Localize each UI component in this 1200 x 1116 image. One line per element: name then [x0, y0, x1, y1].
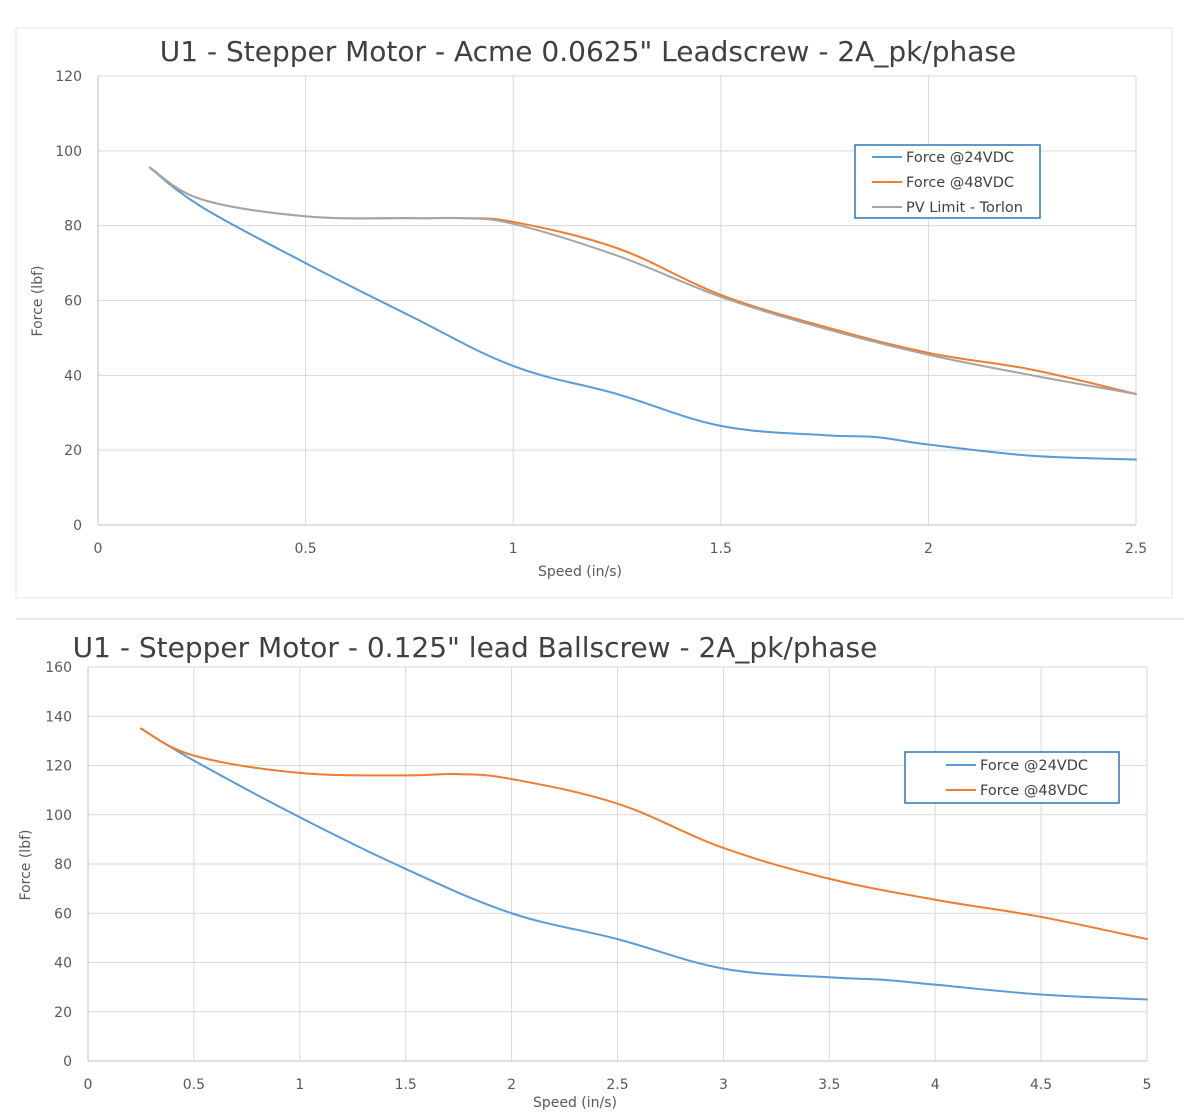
x-tick-label: 4	[931, 1077, 940, 1093]
y-axis-title: Force (lbf)	[30, 266, 46, 337]
x-tick-label: 4.5	[1030, 1077, 1052, 1093]
chart-ballscrew: U1 - Stepper Motor - 0.125" lead Ballscr…	[18, 631, 1151, 1111]
x-tick-label: 2	[507, 1077, 516, 1093]
x-tick-label: 0.5	[183, 1077, 205, 1093]
x-tick-label: 1	[509, 541, 518, 557]
y-tick-label: 80	[54, 857, 72, 873]
series-lines	[148, 166, 1137, 461]
series-line-1	[139, 727, 1148, 1001]
y-tick-label: 0	[63, 1054, 72, 1070]
x-tick-label: 2.5	[606, 1077, 628, 1093]
x-tick-label: 1.5	[710, 541, 732, 557]
gridlines	[98, 75, 1137, 525]
x-tick-label: 5	[1143, 1077, 1152, 1093]
y-tick-labels: 0 20 40 60 80 100 120	[55, 69, 82, 534]
y-tick-label: 100	[45, 808, 72, 824]
legend-label: Force @24VDC	[906, 150, 1014, 166]
legend-label: Force @24VDC	[980, 758, 1088, 774]
legend: Force @24VDC Force @48VDC PV Limit - Torlo…	[854, 144, 1041, 219]
axes	[87, 667, 1147, 1062]
x-tick-label: 2.5	[1125, 541, 1147, 557]
x-tick-label: 0	[94, 541, 103, 557]
x-tick-labels: 0 0.5 1 1.5 2 2.5	[94, 541, 1148, 557]
gridlines	[88, 666, 1148, 1061]
x-tick-label: 3.5	[818, 1077, 840, 1093]
y-tick-label: 60	[64, 294, 82, 310]
x-tick-label: 0.5	[294, 541, 316, 557]
legend-label: Force @48VDC	[980, 783, 1088, 799]
y-tick-label: 0	[73, 518, 82, 534]
chart-title: U1 - Stepper Motor - 0.125" lead Ballscr…	[73, 631, 878, 664]
y-tick-label: 120	[55, 69, 82, 85]
x-tick-label: 2	[924, 541, 933, 557]
legend-label: PV Limit - Torlon	[906, 200, 1023, 216]
y-tick-label: 160	[45, 660, 72, 676]
legend-box	[904, 751, 1120, 804]
x-axis-title: Speed (in/s)	[538, 564, 622, 580]
y-tick-label: 60	[54, 906, 72, 922]
series-line-1	[148, 166, 1137, 461]
axes	[97, 76, 1136, 526]
chart-title: U1 - Stepper Motor - Acme 0.0625" Leadsc…	[160, 35, 1016, 68]
y-tick-label: 20	[54, 1005, 72, 1021]
series-line-2	[139, 727, 1148, 941]
y-tick-label: 20	[64, 443, 82, 459]
y-tick-label: 100	[55, 144, 82, 160]
x-axis-title: Speed (in/s)	[533, 1095, 617, 1111]
y-tick-labels: 0 20 40 60 80 100 120 140 160	[45, 660, 72, 1070]
y-tick-label: 40	[54, 956, 72, 972]
y-axis-title: Force (lbf)	[18, 830, 34, 901]
x-tick-label: 1.5	[395, 1077, 417, 1093]
x-tick-label: 3	[719, 1077, 728, 1093]
x-tick-labels: 0 0.5 1 1.5 2 2.5 3 3.5 4 4.5 5	[84, 1077, 1152, 1093]
x-tick-label: 0	[84, 1077, 93, 1093]
y-tick-label: 140	[45, 709, 72, 725]
y-tick-label: 120	[45, 759, 72, 775]
series-lines	[139, 727, 1148, 1001]
chart-acme-leadscrew: U1 - Stepper Motor - Acme 0.0625" Leadsc…	[15, 27, 1173, 599]
y-tick-label: 40	[64, 368, 82, 384]
y-tick-label: 80	[64, 219, 82, 235]
series-line-3	[148, 166, 1137, 396]
x-tick-label: 1	[295, 1077, 304, 1093]
chart-frame	[15, 27, 1173, 599]
legend: Force @24VDC Force @48VDC	[904, 751, 1120, 804]
legend-label: Force @48VDC	[906, 175, 1014, 191]
